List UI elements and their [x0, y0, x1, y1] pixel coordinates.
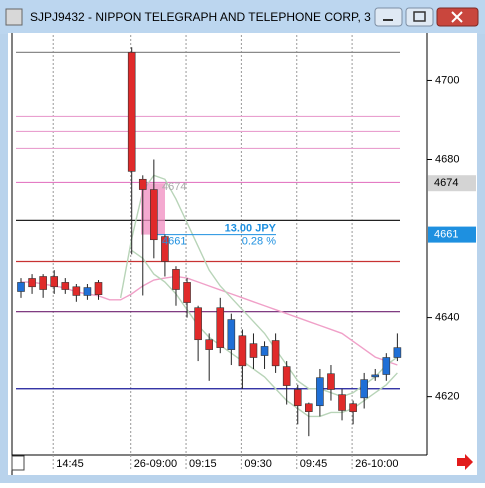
measure-low-label: 4661	[162, 236, 186, 248]
app-icon[interactable]	[5, 8, 23, 26]
candle-body	[17, 282, 25, 292]
x-tick-label: 26-09:00	[134, 458, 177, 470]
candle-body	[293, 389, 302, 407]
overlay-line	[119, 174, 398, 398]
title-bar	[0, 0, 485, 34]
candle-body	[371, 374, 380, 378]
y-tick-label: 4640	[435, 312, 459, 324]
candle-body	[338, 394, 346, 411]
candle-body	[216, 307, 225, 348]
candle-body	[150, 189, 158, 241]
maximize-button[interactable]	[405, 7, 434, 27]
x-tick-label: 09:30	[244, 458, 272, 470]
price-tag	[428, 226, 476, 243]
candle-body	[271, 340, 280, 367]
measure-pct: 0.28 %	[242, 236, 276, 248]
scroll-box[interactable]	[11, 455, 25, 471]
candle-body	[260, 346, 269, 356]
candle-body	[382, 357, 391, 375]
scroll-right-arrow[interactable]	[457, 454, 473, 470]
candle-body	[61, 282, 70, 290]
x-tick-label: 09:15	[189, 458, 217, 470]
candle-body	[172, 269, 180, 290]
maximize-icon	[413, 11, 426, 22]
measure-change: 13.00 JPY	[225, 223, 277, 235]
price-tag-label: 4674	[434, 177, 458, 189]
candle-body	[227, 319, 236, 350]
close-icon	[451, 11, 463, 23]
price-tag-label: 4661	[434, 229, 458, 241]
candle-body	[72, 286, 81, 296]
candle-body	[249, 343, 258, 358]
y-tick-label: 4700	[435, 74, 459, 86]
y-tick-label: 4620	[435, 391, 459, 403]
x-tick-label: 14:45	[56, 458, 84, 470]
candle-body	[127, 52, 136, 172]
candle-body	[393, 347, 402, 358]
candle-body	[360, 379, 368, 399]
candle-body	[282, 366, 291, 386]
candle-body	[349, 403, 357, 412]
candle-body	[28, 278, 36, 288]
candle-body	[327, 373, 335, 390]
candle-body	[194, 307, 202, 341]
measure-high-label: 4674	[162, 181, 186, 193]
chart-panel	[8, 33, 477, 475]
candle-body	[205, 339, 213, 350]
minimize-button[interactable]	[374, 7, 403, 27]
candle-body	[316, 377, 324, 407]
x-tick-label: 26-10:00	[355, 458, 398, 470]
candle-body	[161, 236, 169, 262]
candle-body	[50, 276, 59, 288]
candle-body	[94, 282, 103, 295]
price-tag	[428, 175, 476, 192]
candle-body	[305, 403, 313, 412]
candle-body	[138, 178, 147, 190]
y-tick-label: 4680	[435, 153, 459, 165]
candle-body	[238, 335, 247, 367]
plot: 4620 4640 4680 4700 14:45 26-09:00 09:15 09:30 0…	[16, 35, 476, 470]
window-title: SJPJ9432 - NIPPON TELEGRAPH AND TELEPHON…	[30, 10, 393, 24]
candle-body	[83, 287, 92, 296]
candle-body	[183, 282, 191, 303]
candle-body	[39, 276, 47, 290]
x-tick-label: 09:45	[300, 458, 328, 470]
